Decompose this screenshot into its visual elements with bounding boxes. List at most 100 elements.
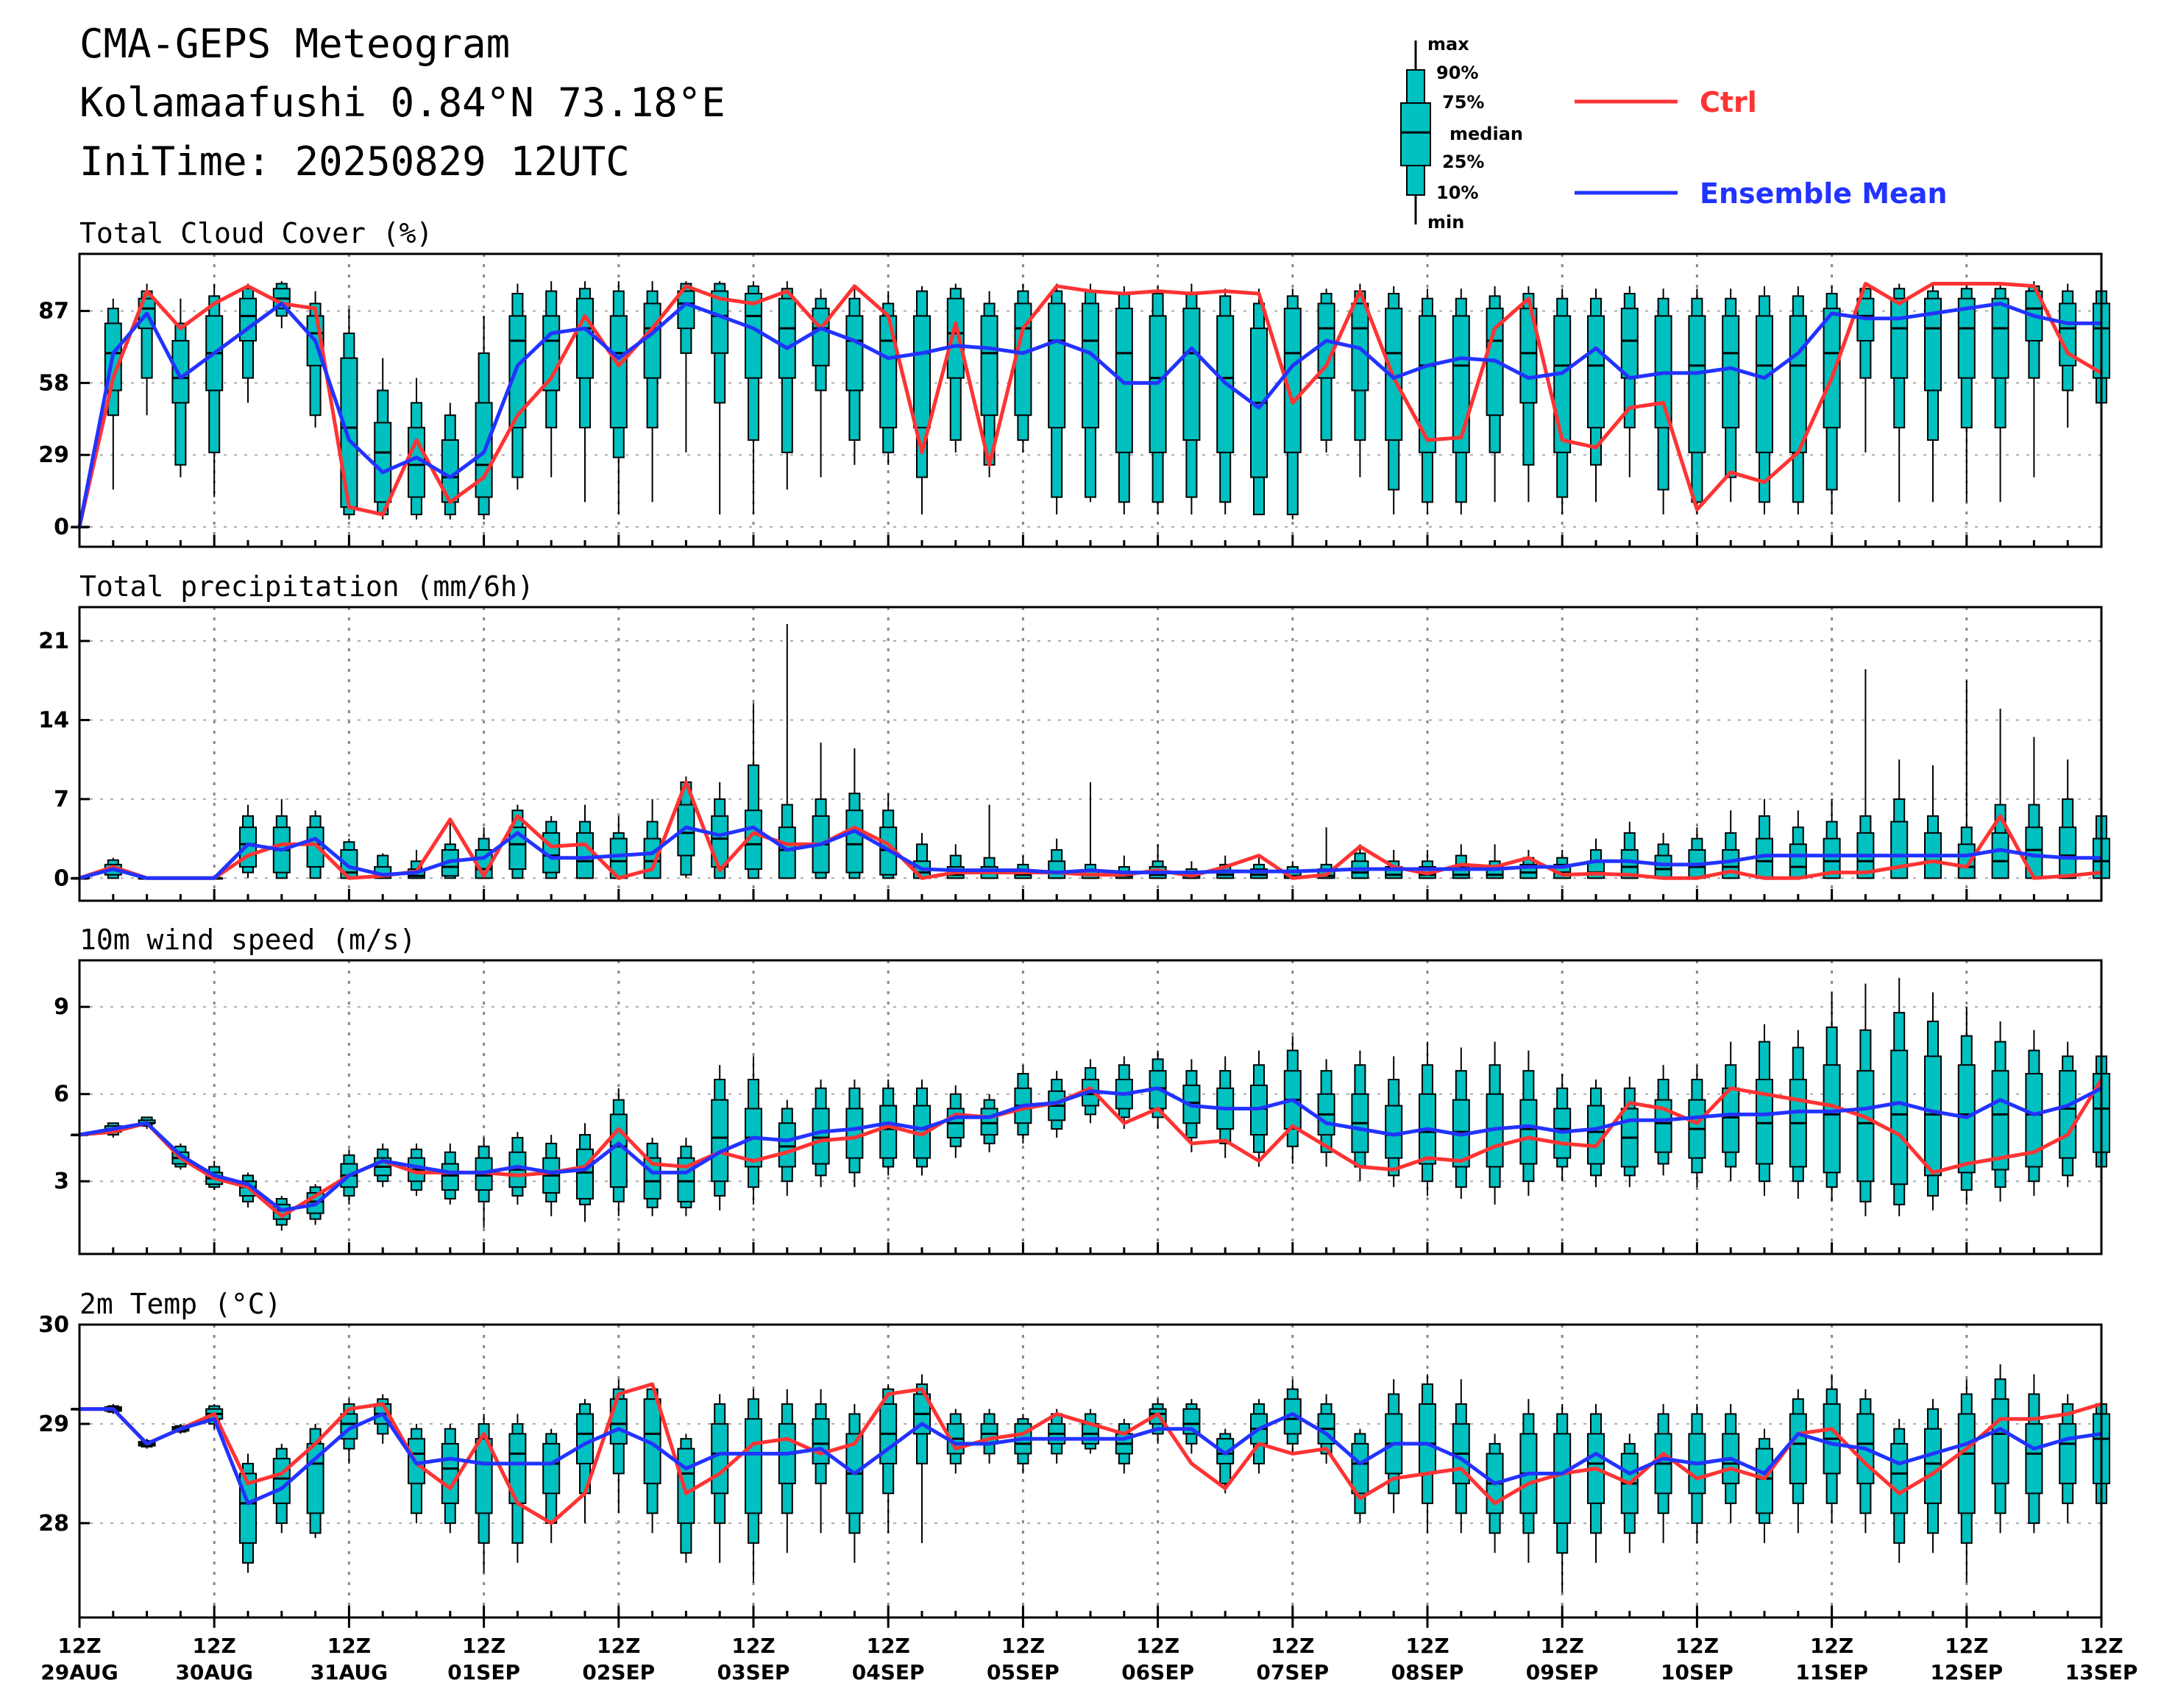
xtick-date-label: 04SEP bbox=[852, 1660, 925, 1684]
ytick-label: 28 bbox=[38, 1511, 69, 1537]
box-38 bbox=[1351, 283, 1369, 478]
box-inner bbox=[374, 422, 392, 503]
box-inner bbox=[1756, 315, 1773, 453]
box-33 bbox=[1182, 283, 1201, 515]
panel-title: 2m Temp (°C) bbox=[79, 1288, 282, 1320]
box-42 bbox=[1486, 1041, 1504, 1205]
box-inner bbox=[1756, 1078, 1773, 1165]
box-inner bbox=[913, 315, 931, 429]
box-54 bbox=[1890, 759, 1909, 879]
box-50 bbox=[1756, 1428, 1773, 1543]
box-21 bbox=[778, 1389, 796, 1553]
box-39 bbox=[1385, 286, 1403, 515]
box-inner bbox=[1654, 854, 1672, 879]
box-inner bbox=[812, 1108, 830, 1165]
box-51 bbox=[1789, 1389, 1807, 1534]
box-44 bbox=[1553, 288, 1572, 515]
xtick-hour-label: 12Z bbox=[731, 1634, 775, 1658]
ytick-label: 29 bbox=[38, 442, 69, 468]
box-32 bbox=[1149, 286, 1167, 515]
box-inner bbox=[711, 290, 729, 354]
xtick-date-label: 08SEP bbox=[1391, 1660, 1464, 1684]
box-43 bbox=[1519, 849, 1538, 879]
box-20 bbox=[745, 1389, 762, 1583]
box-16 bbox=[609, 815, 628, 879]
box-15 bbox=[576, 804, 594, 879]
box-inner bbox=[441, 1163, 459, 1191]
xtick-hour-label: 12Z bbox=[327, 1634, 371, 1658]
xtick-hour-label: 12Z bbox=[597, 1634, 640, 1658]
box-inner bbox=[1519, 308, 1538, 404]
box-28 bbox=[1014, 855, 1032, 879]
box-16 bbox=[609, 1088, 628, 1216]
box-inner bbox=[1722, 315, 1740, 429]
box-22 bbox=[812, 743, 830, 879]
xtick-hour-label: 12Z bbox=[1001, 1634, 1045, 1658]
box-7 bbox=[306, 1423, 324, 1539]
box-inner bbox=[2059, 826, 2077, 879]
ytick-label: 6 bbox=[54, 1082, 69, 1108]
box-inner bbox=[1620, 848, 1639, 879]
box-49 bbox=[1722, 1041, 1740, 1182]
box-8 bbox=[340, 308, 358, 520]
chart-location: Kolamaafushi 0.84°N 73.18°E bbox=[79, 79, 725, 126]
box-5 bbox=[239, 283, 257, 403]
box-40 bbox=[1419, 288, 1436, 515]
ytick-label: 14 bbox=[38, 707, 69, 733]
box-58 bbox=[2025, 1374, 2043, 1534]
box-inner bbox=[1890, 297, 1909, 379]
box-inner bbox=[1957, 1413, 1976, 1514]
box-48 bbox=[1688, 1065, 1706, 1188]
box-inner bbox=[812, 1418, 830, 1464]
box-31 bbox=[1115, 286, 1133, 515]
box-inner bbox=[1890, 821, 1909, 879]
xtick-hour-label: 12Z bbox=[867, 1634, 910, 1658]
box-10 bbox=[408, 1423, 425, 1523]
box-inner bbox=[1924, 1428, 1942, 1504]
xtick-date-label: 02SEP bbox=[582, 1660, 655, 1684]
box-57 bbox=[1991, 709, 2009, 879]
legend-ctrl-label: Ctrl bbox=[1700, 86, 1757, 118]
series-ctrl-line bbox=[77, 282, 2103, 528]
box-inner bbox=[778, 1122, 796, 1168]
box-52 bbox=[1823, 992, 1841, 1202]
box-29 bbox=[1048, 1071, 1066, 1138]
box-inner bbox=[576, 1148, 594, 1200]
series-mean-line bbox=[79, 1407, 2102, 1506]
box-inner bbox=[340, 357, 358, 508]
box-46 bbox=[1620, 1077, 1639, 1188]
box-inner bbox=[1654, 1099, 1672, 1153]
box-55 bbox=[1924, 283, 1942, 503]
box-inner bbox=[1756, 1447, 1773, 1514]
box-inner bbox=[1216, 1438, 1235, 1464]
xtick-date-label: 06SEP bbox=[1121, 1660, 1194, 1684]
box-inner bbox=[542, 1442, 561, 1495]
box-52 bbox=[1823, 286, 1841, 515]
box-41 bbox=[1452, 844, 1470, 879]
legend-label-min: min bbox=[1427, 212, 1464, 233]
box-inner bbox=[1957, 843, 1976, 879]
xtick-date-label: 01SEP bbox=[447, 1660, 520, 1684]
series-mean-line bbox=[79, 825, 2101, 880]
box-inner bbox=[1823, 1064, 1841, 1174]
box-34 bbox=[1216, 1428, 1235, 1494]
box-inner bbox=[643, 302, 661, 379]
box-41 bbox=[1452, 288, 1470, 515]
box-56 bbox=[1957, 1379, 1976, 1583]
box-inner bbox=[1991, 832, 2009, 879]
box-inner bbox=[508, 315, 527, 429]
x-axis: 12Z29AUG12Z30AUG12Z31AUG12Z01SEP12Z02SEP… bbox=[40, 1617, 2137, 1684]
box-24 bbox=[879, 793, 898, 879]
xtick-hour-label: 12Z bbox=[1945, 1634, 1988, 1658]
box-inner bbox=[1756, 837, 1773, 879]
box-51 bbox=[1789, 810, 1807, 879]
box-45 bbox=[1587, 1079, 1605, 1188]
series-mean-line bbox=[77, 302, 2101, 528]
ytick-label: 0 bbox=[54, 514, 69, 540]
xtick-date-label: 11SEP bbox=[1795, 1660, 1868, 1684]
ytick-label: 3 bbox=[54, 1169, 69, 1194]
box-31 bbox=[1115, 1419, 1133, 1474]
box-44 bbox=[1553, 1074, 1572, 1182]
box-36 bbox=[1283, 288, 1302, 520]
box-27 bbox=[980, 804, 998, 879]
